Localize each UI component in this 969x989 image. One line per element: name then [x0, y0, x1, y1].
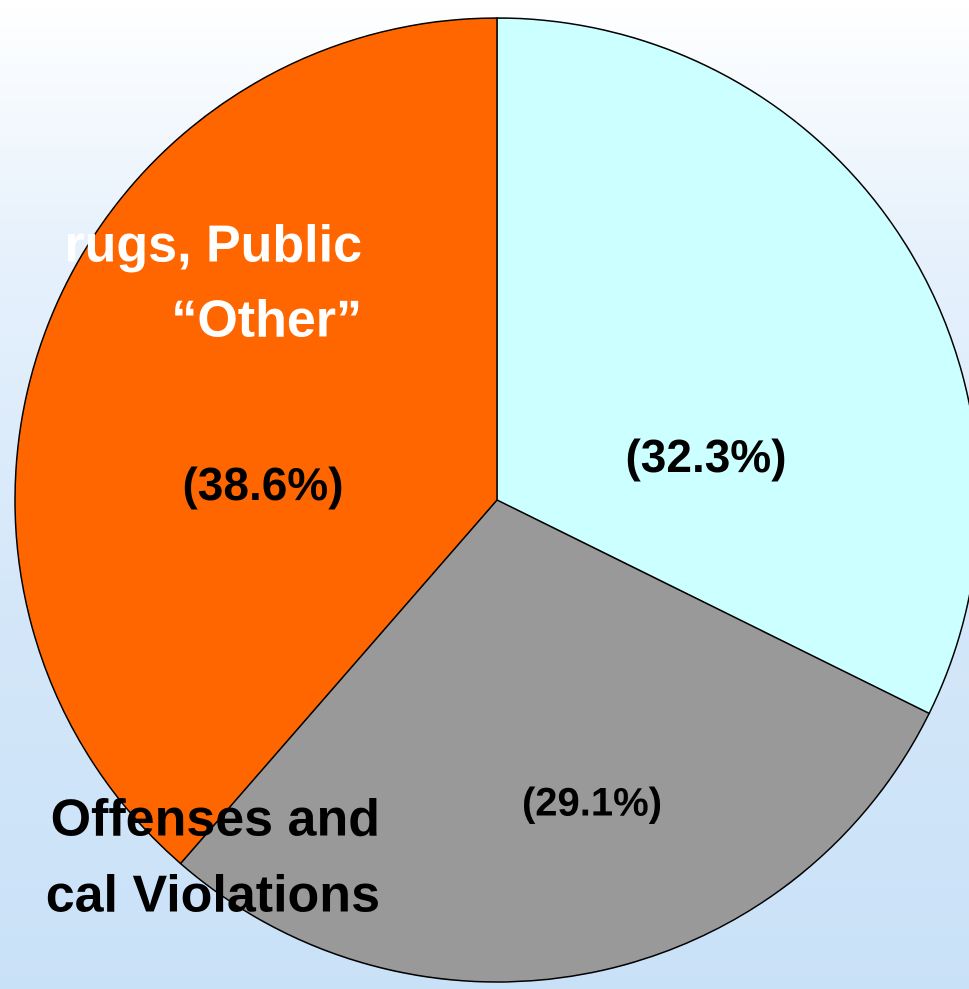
- pie-slice-2: [14, 17, 498, 865]
- category-labels: rugs, Public “Other” Offenses and cal Viola…: [46, 216, 380, 924]
- category-label-1-line-1: cal Violations: [46, 866, 380, 924]
- category-label-0-line-1: “Other”: [171, 291, 362, 349]
- percent-labels: (32.3%) (29.1%) (38.6%): [182, 430, 786, 824]
- pie-slice-1: [179, 499, 931, 983]
- slice-percent-label-2: (38.6%): [182, 458, 343, 510]
- slice-percent-label-0: (32.3%): [625, 430, 786, 482]
- slice-percent-label-1: (29.1%): [522, 781, 662, 825]
- pie-slices: [14, 17, 969, 983]
- pie-slice-0: [496, 17, 969, 715]
- category-label-1-line-0: Offenses and: [51, 790, 380, 848]
- category-label-0-line-0: rugs, Public: [64, 216, 362, 274]
